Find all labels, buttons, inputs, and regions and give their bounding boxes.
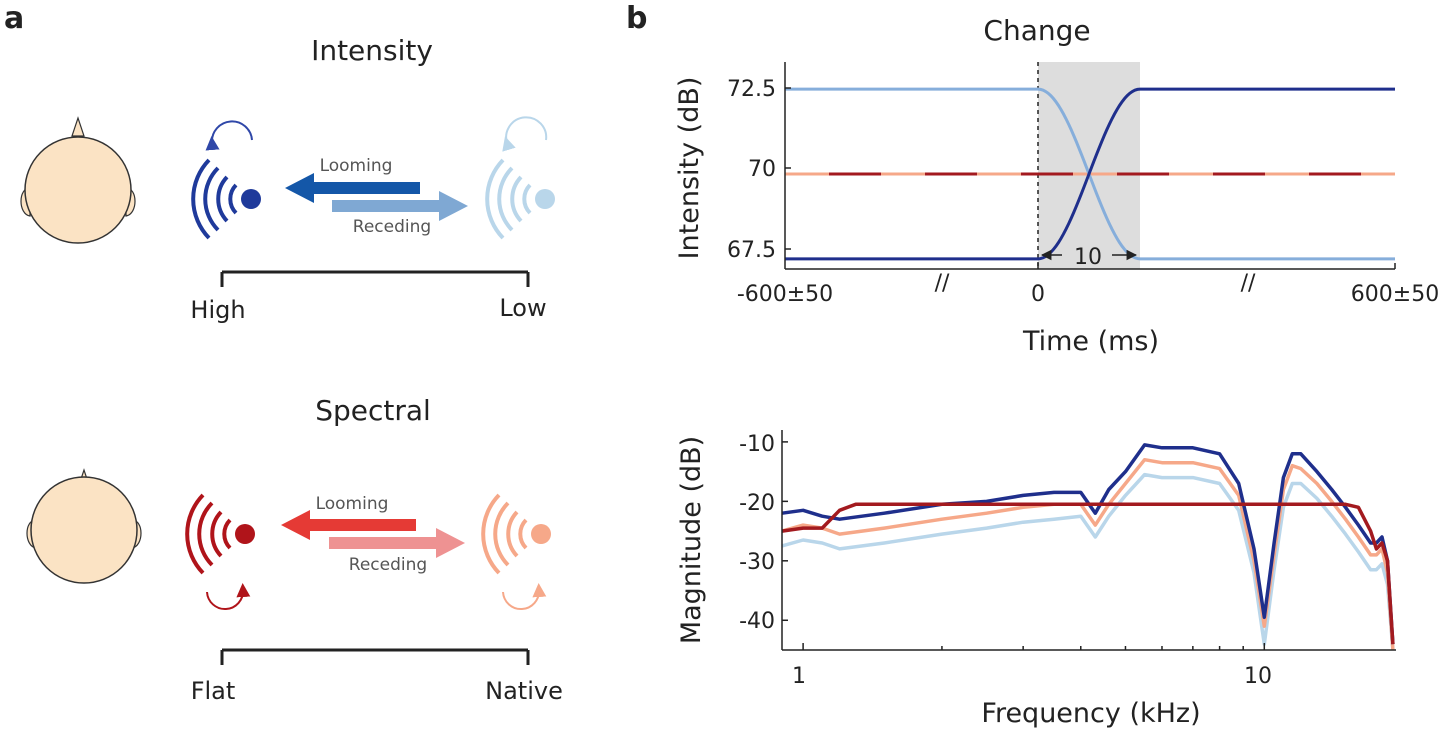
spectral-looming-label: Looming [316, 494, 389, 514]
ytick-72-5: 72.5 [727, 77, 776, 102]
bottom-y-label: Magnitude (dB) [676, 436, 707, 644]
ytick-minus-10: -10 [739, 432, 775, 457]
spectral-native-label: Native [485, 677, 563, 705]
ytick-67-5: 67.5 [727, 238, 776, 263]
top-x-label: Time (ms) [1022, 326, 1159, 357]
ytick-70: 70 [748, 157, 776, 182]
rotation-high-icon [205, 120, 253, 151]
change-window-shade [1038, 62, 1140, 269]
xtick-0: 0 [1031, 282, 1045, 307]
spectral-receding-arrow-icon [329, 528, 465, 558]
panel-a-letter: a [4, 1, 24, 36]
head-icon-2 [26, 468, 142, 584]
spectral-receding-label: Receding [349, 555, 427, 575]
rotation-flat-icon [206, 583, 251, 611]
intensity-title: Intensity [311, 34, 433, 67]
axis-break-left: // [935, 271, 950, 296]
duration-label-bg [1062, 243, 1112, 267]
xtick-minus-600: -600±50 [737, 282, 833, 307]
intensity-scale-bar [220, 270, 530, 287]
axis-break-right: // [1241, 271, 1256, 296]
top-y-label: Intensity (dB) [674, 77, 705, 260]
intensity-looming-label: Looming [320, 156, 393, 176]
intensity-diagram: Intensity [20, 34, 555, 324]
looming-arrow-icon [285, 173, 420, 203]
spectral-diagram: Spectral Looming [26, 394, 563, 705]
spectrum-line-low-intensity [781, 472, 1395, 651]
intensity-looming-line [785, 87, 1395, 261]
magnitude-frequency-chart: -10 -20 -30 -40 1 10 Magnitude (dB) Freq… [676, 430, 1396, 729]
spectral-looming-arrow-icon [281, 510, 416, 540]
rotation-native-icon [502, 583, 547, 611]
head-icon [20, 116, 136, 244]
duration-label: 10 [1074, 245, 1102, 270]
ytick-minus-30: -30 [739, 550, 775, 575]
intensity-high-label: High [190, 296, 245, 324]
rotation-low-icon [502, 116, 548, 152]
intensity-receding-label: Receding [353, 217, 431, 237]
ytick-minus-40: -40 [739, 609, 775, 634]
intensity-time-chart: Change 72.5 70 67.5 -600±50 0 600±50 // … [674, 14, 1439, 357]
intensity-low-label: Low [499, 294, 546, 322]
xtick-600: 600±50 [1351, 282, 1439, 307]
spectral-title: Spectral [315, 394, 431, 427]
xtick-10khz: 10 [1244, 664, 1272, 689]
sound-source-high-icon [191, 158, 261, 240]
spectrum-line-native-spectrum [781, 457, 1395, 651]
sound-source-native-icon [481, 493, 551, 575]
panel-b-letter: b [626, 1, 647, 36]
ytick-minus-20: -20 [739, 491, 775, 516]
sound-source-flat-icon [185, 493, 255, 575]
top-chart-title: Change [983, 14, 1090, 47]
spectrum-line-flat-spectrum [781, 502, 1395, 645]
spectral-scale-bar [220, 648, 530, 665]
xtick-1khz: 1 [792, 664, 806, 689]
spectral-flat-label: Flat [191, 677, 236, 705]
receding-arrow-icon [332, 191, 468, 221]
bottom-x-label: Frequency (kHz) [981, 698, 1200, 729]
sound-source-low-icon [485, 158, 555, 240]
